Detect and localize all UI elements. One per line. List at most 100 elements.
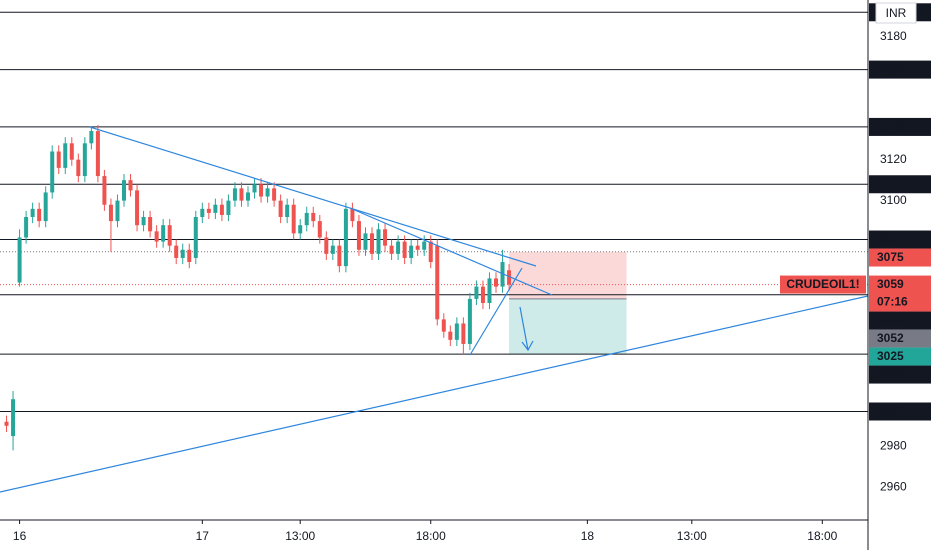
candle-body bbox=[82, 143, 87, 177]
candle-body bbox=[415, 245, 420, 250]
candle-body bbox=[441, 319, 446, 332]
candle-body bbox=[4, 421, 9, 426]
candle-body bbox=[356, 221, 361, 250]
symbol-label: CRUDEOIL1! bbox=[786, 277, 859, 291]
candle-body bbox=[480, 286, 485, 303]
price-tag-label: 3052 bbox=[877, 331, 904, 345]
candle-body bbox=[487, 278, 492, 303]
candle-body bbox=[30, 208, 35, 218]
candle-body bbox=[383, 229, 388, 246]
price-tag bbox=[869, 347, 931, 366]
candle-body bbox=[402, 241, 407, 258]
price-tag-label: 3075 bbox=[877, 250, 904, 264]
stop-zone bbox=[509, 251, 627, 299]
candle-body bbox=[376, 229, 381, 254]
candle-body bbox=[363, 233, 368, 250]
candle-body bbox=[370, 233, 374, 254]
candle-body bbox=[89, 131, 94, 144]
price-tag bbox=[869, 329, 931, 348]
y-tick-label: 2960 bbox=[880, 479, 907, 493]
candle-body bbox=[50, 151, 55, 193]
candle-body bbox=[252, 184, 257, 193]
candle-body bbox=[409, 245, 414, 258]
candle-body bbox=[428, 241, 433, 263]
candle-body bbox=[11, 399, 16, 437]
candle-body bbox=[317, 221, 322, 238]
candle-body bbox=[37, 208, 42, 222]
x-tick-label: 18 bbox=[581, 529, 595, 543]
candle-body bbox=[259, 184, 264, 197]
symbol-tag bbox=[780, 275, 866, 294]
candle-body bbox=[95, 131, 100, 177]
x-tick-label: 16 bbox=[13, 529, 27, 543]
trend-line bbox=[0, 295, 869, 493]
candle-body bbox=[17, 237, 22, 283]
y-tick-label: 3120 bbox=[880, 152, 907, 166]
trend-line bbox=[469, 267, 523, 356]
candle-body bbox=[494, 278, 498, 287]
candle-body bbox=[461, 323, 466, 344]
candle-body bbox=[122, 180, 126, 201]
price-tag bbox=[869, 175, 931, 194]
candle-body bbox=[206, 208, 211, 213]
candle-body bbox=[161, 225, 166, 242]
candle-body bbox=[278, 200, 283, 218]
candle-body bbox=[219, 204, 224, 215]
price-tag-label: 3081 bbox=[877, 232, 904, 246]
candle-body bbox=[324, 237, 329, 254]
candle-body bbox=[311, 212, 316, 222]
candle-body bbox=[285, 204, 290, 218]
candle-body bbox=[396, 241, 401, 254]
price-tag-label: 3108 bbox=[877, 177, 904, 191]
candle-body bbox=[63, 143, 68, 168]
candle-body bbox=[141, 217, 146, 226]
currency-box bbox=[875, 2, 917, 24]
candle-body bbox=[180, 249, 185, 258]
candle-body bbox=[330, 245, 335, 254]
candle-body bbox=[154, 231, 159, 242]
candle-body bbox=[337, 245, 342, 267]
candle-body bbox=[239, 188, 244, 201]
y-tick-label: 3180 bbox=[880, 29, 907, 43]
candle-body bbox=[76, 159, 81, 177]
x-tick-label: 17 bbox=[196, 529, 210, 543]
candle-body bbox=[246, 192, 250, 201]
candle-body bbox=[56, 151, 61, 168]
candle-body bbox=[454, 323, 459, 340]
arrow bbox=[519, 306, 534, 352]
candle-body bbox=[232, 188, 237, 201]
target-zone bbox=[509, 298, 627, 355]
price-tag-label: 3025 bbox=[877, 367, 904, 381]
candle-body bbox=[343, 208, 348, 267]
x-tick-label: 18:00 bbox=[807, 529, 837, 543]
price-tag bbox=[869, 275, 931, 312]
candle-body bbox=[24, 217, 29, 238]
x-tick-label: 13:00 bbox=[677, 529, 707, 543]
candle-body bbox=[167, 225, 172, 246]
price-tag-label: 3025 bbox=[877, 349, 904, 363]
price-tag bbox=[869, 60, 931, 79]
candle-body bbox=[108, 204, 113, 222]
candle-body bbox=[148, 217, 153, 232]
candle-body bbox=[102, 176, 107, 205]
candle-body bbox=[187, 249, 192, 263]
candle-body bbox=[200, 208, 205, 218]
price-tag-label: 2997 bbox=[877, 404, 904, 418]
price-tag-label: 3054 bbox=[877, 313, 904, 327]
x-tick-label: 18:00 bbox=[416, 529, 446, 543]
candle-body bbox=[115, 200, 120, 222]
candle-body bbox=[298, 225, 303, 234]
y-tick-label: 3100 bbox=[880, 193, 907, 207]
candle-body bbox=[128, 180, 133, 191]
price-tag bbox=[869, 248, 931, 267]
candle-body bbox=[43, 192, 48, 222]
candle-body bbox=[435, 245, 440, 320]
plot-area: 16 17 13:00 18:00 18 13:00 18:00 CRUDEOIL1! bbox=[0, 11, 868, 543]
trend-line bbox=[89, 126, 537, 267]
candle-body bbox=[135, 190, 140, 226]
price-tag bbox=[869, 230, 931, 249]
candle-body bbox=[226, 200, 231, 215]
candle-body bbox=[350, 208, 355, 222]
